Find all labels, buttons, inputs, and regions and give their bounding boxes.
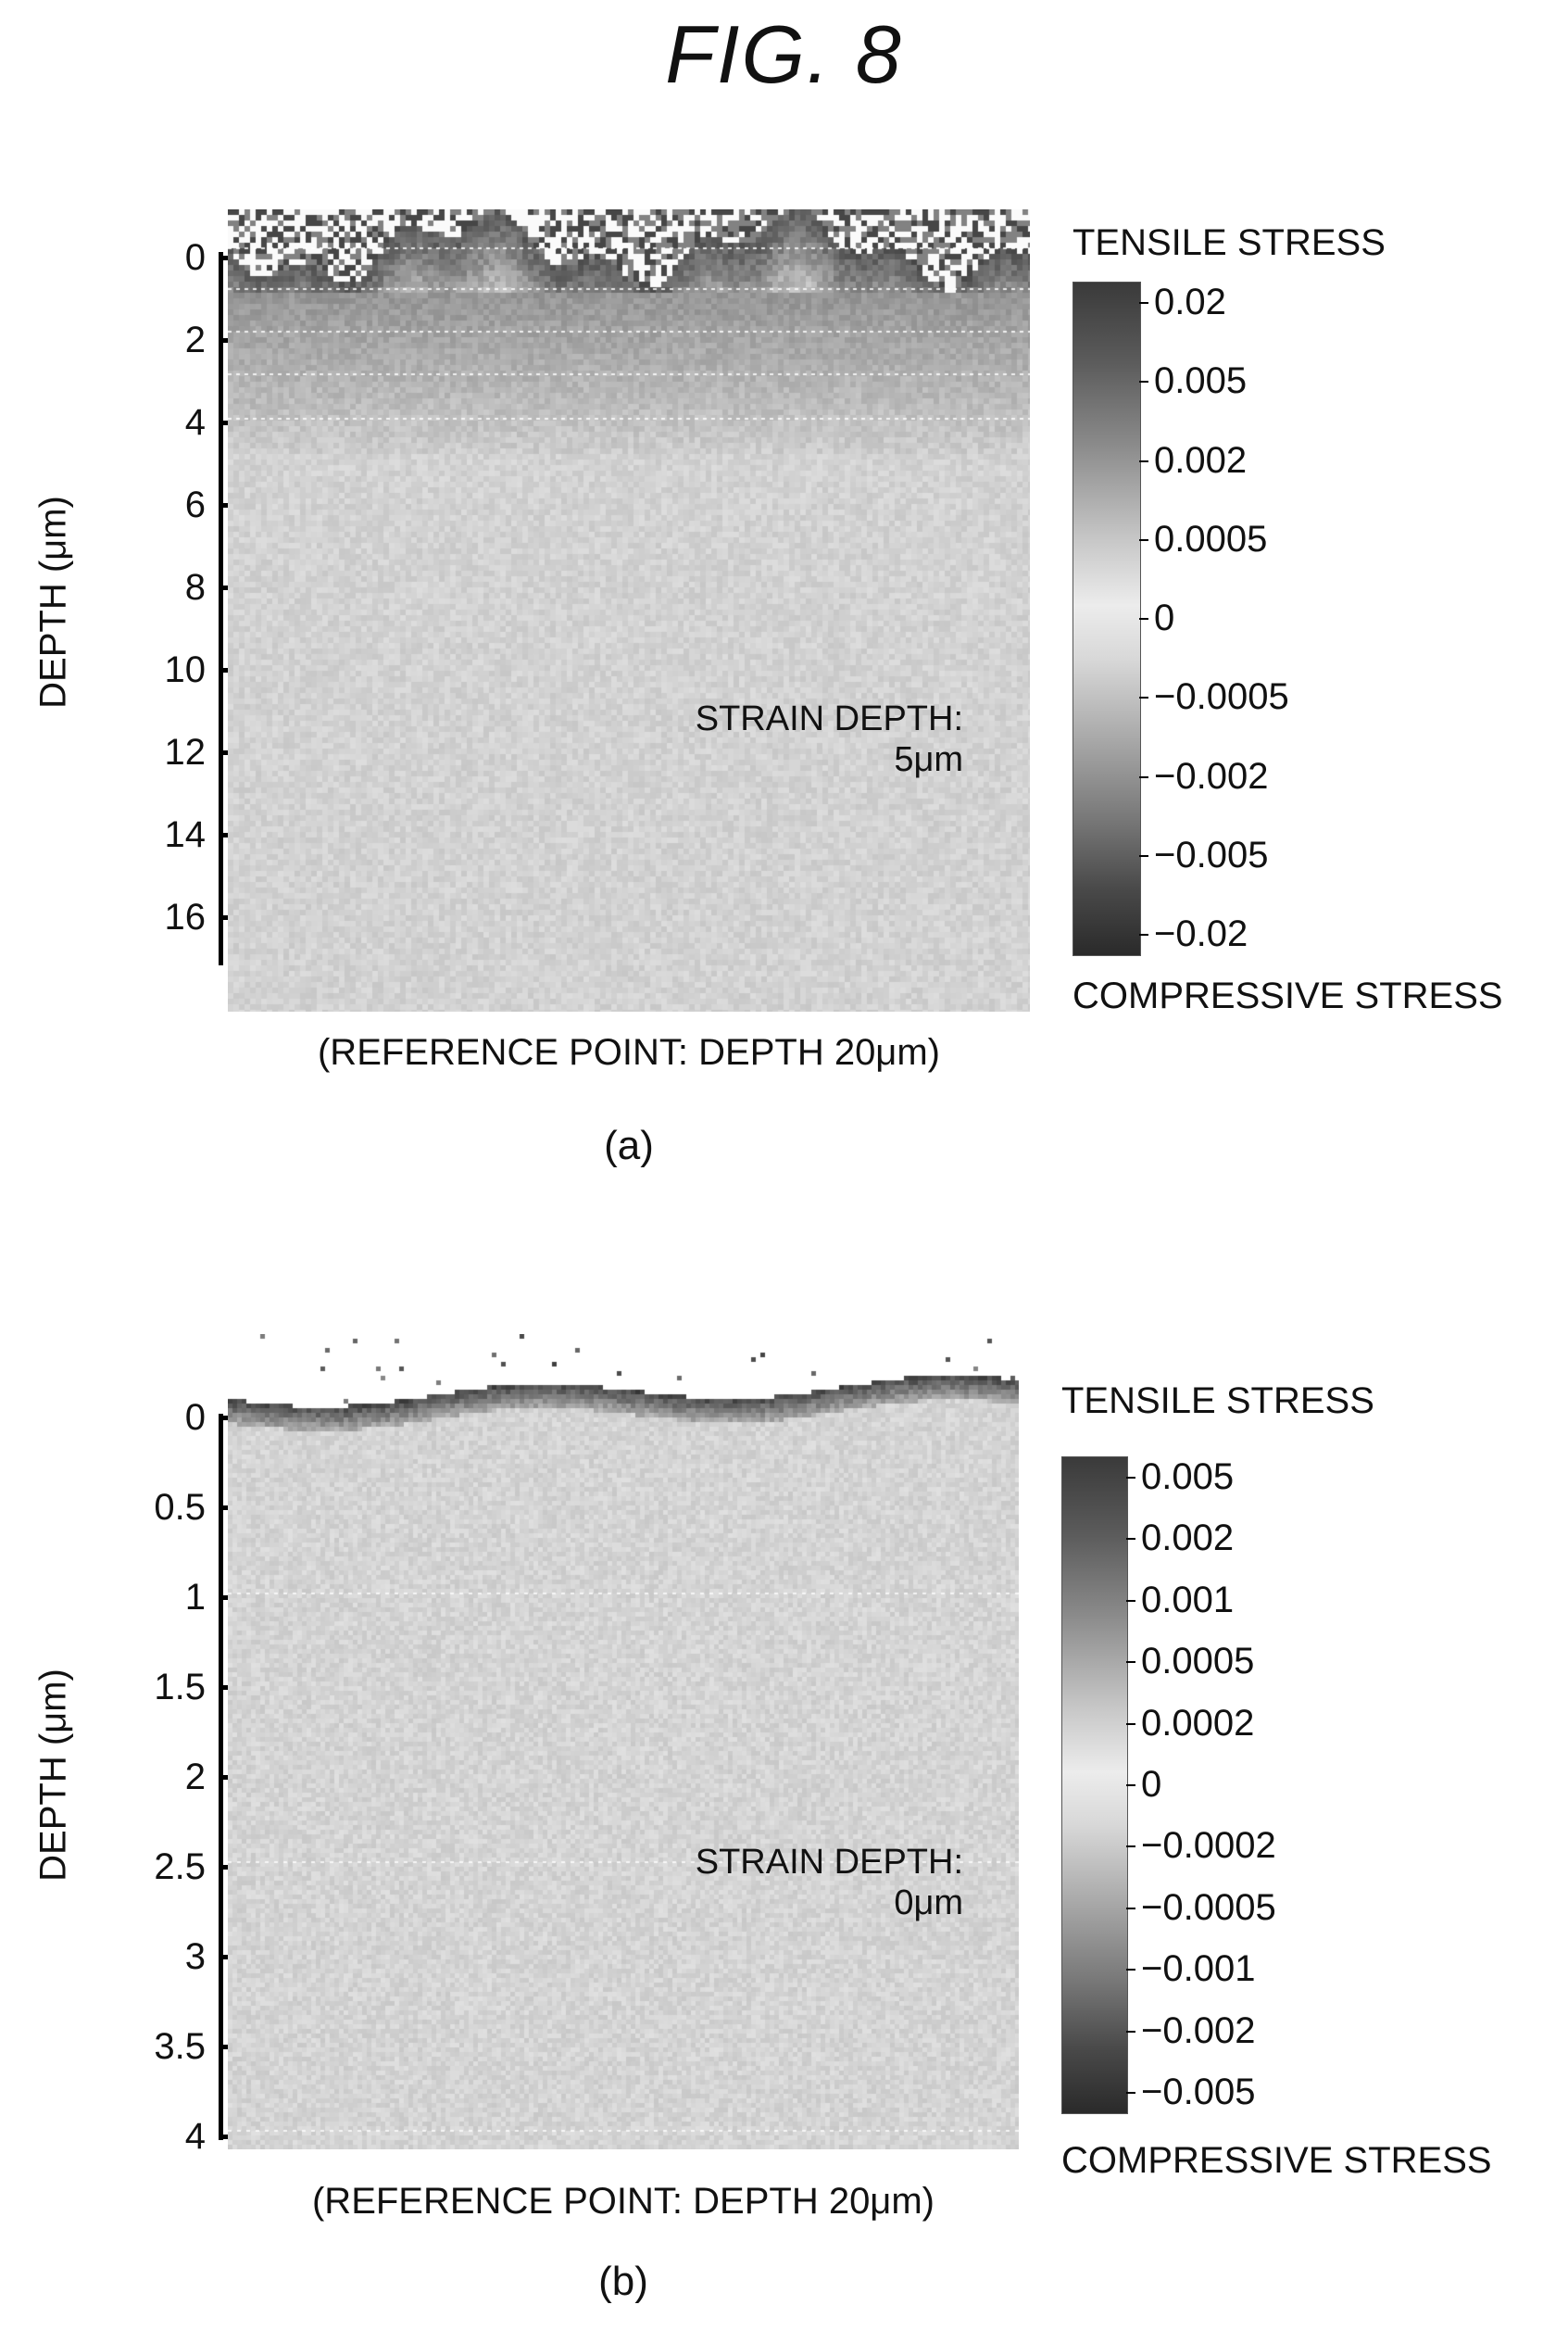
y-tick-label: 12	[164, 732, 207, 773]
strain-depth-annotation: STRAIN DEPTH: 0μm	[593, 1842, 963, 1923]
colorbar-tick-label: −0.002	[1141, 2009, 1256, 2051]
colorbar-tick-mark	[1126, 1969, 1135, 1971]
y-tick-mark	[219, 338, 233, 343]
colorbar-tick-label: 0.0005	[1154, 518, 1268, 560]
colorbar-tick-label: −0.001	[1141, 1948, 1256, 1990]
colorbar-tick-mark	[1126, 1661, 1135, 1664]
colorbar-tick-mark	[1126, 1845, 1135, 1848]
colorbar-tick-label: 0.002	[1141, 1518, 1235, 1559]
figure-title: FIG. 8	[665, 8, 903, 100]
y-tick-label: 6	[184, 485, 206, 525]
colorbar-tick-mark	[1126, 1599, 1135, 1602]
strain-depth-label: STRAIN DEPTH:	[695, 1843, 963, 1882]
colorbar-tick-mark	[1126, 1538, 1135, 1541]
y-tick-label: 2	[184, 320, 206, 360]
colorbar-tick-mark	[1139, 618, 1148, 620]
colorbar-tick-mark	[1139, 302, 1148, 304]
colorbar-tick-label: 0.0005	[1141, 1641, 1255, 1682]
y-tick-mark	[219, 1595, 233, 1600]
colorbar-tick-mark	[1126, 1907, 1135, 1909]
y-tick-label: 4	[184, 2116, 206, 2157]
colorbar-tick-mark	[1126, 1784, 1135, 1786]
colorbar	[1073, 282, 1141, 956]
y-tick-label: 8	[184, 567, 206, 608]
colorbar-bottom-label: COMPRESSIVE STRESS	[1061, 2140, 1492, 2181]
colorbar-bottom-label: COMPRESSIVE STRESS	[1073, 976, 1503, 1016]
y-tick-mark	[219, 1865, 233, 1870]
colorbar-tick-label: 0.005	[1154, 360, 1248, 402]
colorbar-tick-label: −0.0005	[1154, 676, 1289, 718]
colorbar-tick-mark	[1139, 460, 1148, 462]
y-axis-line	[219, 252, 223, 965]
strain-depth-value: 0μm	[894, 1883, 963, 1922]
panel-tag: (b)	[598, 2259, 648, 2304]
colorbar-tick-label: 0.0002	[1141, 1702, 1255, 1744]
colorbar-tick-label: 0	[1141, 1764, 1162, 1805]
y-tick-mark	[219, 421, 233, 425]
y-tick-label: 16	[164, 897, 207, 938]
colorbar-tick-label: 0.002	[1154, 439, 1248, 481]
y-tick-mark	[219, 2045, 233, 2049]
colorbar-tick-mark	[1126, 2030, 1135, 2033]
y-tick-label: 1	[184, 1577, 206, 1618]
colorbar-tick-label: 0.001	[1141, 1579, 1235, 1620]
y-tick-label: 1.5	[154, 1667, 206, 1707]
y-tick-label: 4	[184, 402, 206, 443]
colorbar-tick-mark	[1126, 2092, 1135, 2094]
y-tick-label: 10	[164, 649, 207, 690]
y-tick-label: 3.5	[154, 2026, 206, 2067]
y-tick-mark	[219, 668, 233, 673]
y-tick-mark	[219, 1505, 233, 1510]
y-tick-mark	[219, 750, 233, 755]
reference-note: (REFERENCE POINT: DEPTH 20μm)	[317, 1032, 940, 1073]
y-tick-mark	[219, 256, 233, 260]
y-tick-mark	[219, 503, 233, 508]
colorbar-tick-label: 0.005	[1141, 1456, 1235, 1497]
colorbar-tick-label: −0.005	[1154, 834, 1269, 875]
colorbar-tick-mark	[1139, 775, 1148, 778]
colorbar-tick-label: −0.02	[1154, 913, 1248, 954]
colorbar-top-label: TENSILE STRESS	[1061, 1380, 1374, 1421]
y-tick-mark	[219, 833, 233, 838]
y-tick-mark	[219, 915, 233, 920]
colorbar-tick-label: −0.0005	[1141, 1886, 1276, 1928]
y-axis-label: DEPTH (μm)	[32, 1669, 74, 1882]
colorbar-tick-label: −0.005	[1141, 2072, 1256, 2112]
colorbar-tick-mark	[1126, 1477, 1135, 1479]
y-tick-label: 2.5	[154, 1846, 206, 1887]
colorbar-tick-label: 0.02	[1154, 282, 1226, 322]
colorbar-tick-label: −0.002	[1154, 755, 1269, 797]
y-tick-label: 0	[184, 1397, 206, 1438]
strain-depth-label: STRAIN DEPTH:	[695, 699, 963, 738]
colorbar-tick-mark	[1139, 538, 1148, 541]
y-tick-mark	[219, 2135, 233, 2139]
y-tick-mark	[219, 1775, 233, 1780]
panel-tag: (a)	[604, 1123, 654, 1168]
y-tick-label: 0	[184, 237, 206, 278]
colorbar-tick-mark	[1139, 697, 1148, 699]
colorbar-tick-mark	[1139, 854, 1148, 857]
colorbar-tick-mark	[1139, 934, 1148, 936]
y-tick-label: 14	[164, 814, 207, 855]
y-tick-label: 2	[184, 1757, 206, 1797]
colorbar-tick-mark	[1139, 381, 1148, 384]
y-axis-label: DEPTH (μm)	[32, 496, 74, 709]
reference-note: (REFERENCE POINT: DEPTH 20μm)	[311, 2181, 935, 2222]
y-tick-label: 0.5	[154, 1487, 206, 1528]
strain-depth-value: 5μm	[894, 740, 963, 779]
y-tick-mark	[219, 1685, 233, 1690]
colorbar-tick-label: 0	[1154, 598, 1175, 638]
colorbar-tick-label: −0.0002	[1141, 1825, 1276, 1867]
colorbar-tick-mark	[1126, 1722, 1135, 1725]
strain-map	[228, 1334, 1019, 2149]
y-tick-mark	[219, 1955, 233, 1959]
y-tick-label: 3	[184, 1936, 206, 1977]
colorbar-top-label: TENSILE STRESS	[1073, 222, 1386, 263]
y-tick-mark	[219, 586, 233, 590]
colorbar	[1061, 1456, 1128, 2114]
strain-depth-annotation: STRAIN DEPTH: 5μm	[593, 699, 963, 780]
y-tick-mark	[219, 1416, 233, 1420]
strain-map	[228, 209, 1030, 1012]
